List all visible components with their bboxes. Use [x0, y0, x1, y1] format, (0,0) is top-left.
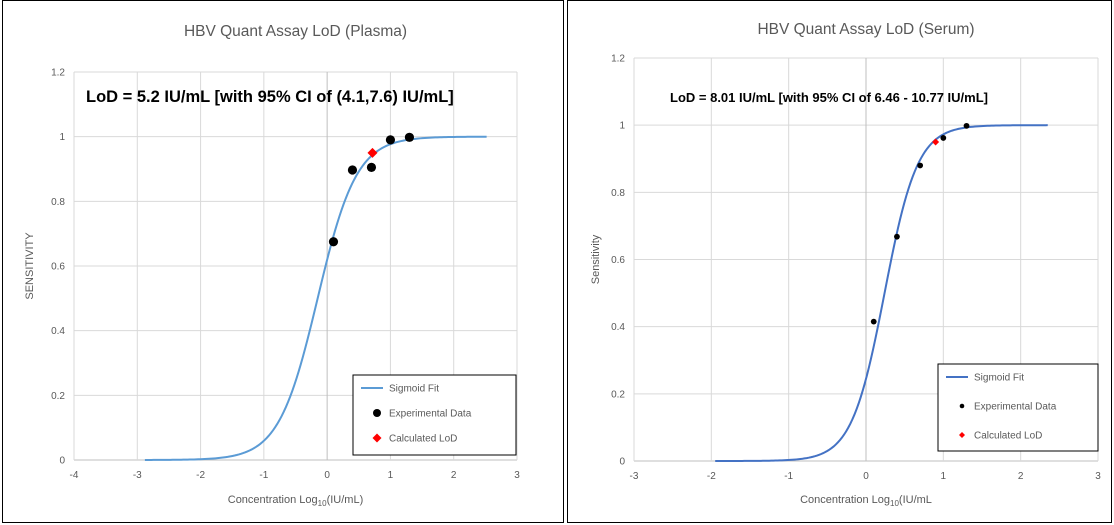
- y-tick-label: 0.6: [51, 262, 65, 273]
- experimental-data-point: [894, 233, 900, 240]
- x-tick-label: 2: [1018, 471, 1024, 482]
- x-axis-label-subscript: 10: [890, 499, 899, 508]
- y-tick-label: 0.2: [51, 391, 65, 402]
- y-axis-label: Sensitivity: [590, 234, 602, 284]
- legend-label: Experimental Data: [389, 409, 472, 420]
- y-tick-label: 1: [619, 121, 625, 132]
- chart-serum: HBV Quant Assay LoD (Serum) 0 0.2 0.4 0.6 0.8…: [590, 21, 1101, 508]
- experimental-data-point: [328, 237, 339, 247]
- y-tick-label: 0.6: [611, 255, 625, 266]
- y-tick-label: 0.8: [51, 197, 65, 208]
- x-tick-label: 2: [451, 470, 457, 481]
- experimental-data-point: [940, 135, 947, 141]
- y-tick-label: 0: [619, 457, 625, 468]
- experimental-data-point: [917, 162, 924, 169]
- lod-annotation: LoD = 8.01 IU/mL [with 95% CI of 6.46 - …: [670, 90, 988, 105]
- experimental-data-point: [347, 165, 358, 175]
- x-axis-label-main: Concentration Log: [228, 494, 318, 506]
- legend-label: Calculated LoD: [974, 431, 1042, 442]
- x-tick-label: 0: [863, 471, 869, 482]
- y-axis-label: SENSITIVITY: [24, 232, 36, 300]
- legend-label: Sigmoid Fit: [389, 384, 439, 395]
- x-axis-label-main: Concentration Log: [800, 494, 890, 506]
- y-tick-label: 0: [59, 456, 65, 467]
- x-tick-label: -1: [259, 470, 268, 481]
- experimental-data-point: [385, 135, 396, 145]
- x-axis-label: Concentration Log10(IU/mL): [228, 494, 363, 508]
- y-tick-label: 1: [59, 132, 65, 143]
- x-tick-label: -1: [784, 471, 793, 482]
- x-axis-label-subscript: 10: [318, 499, 327, 508]
- chart-title: HBV Quant Assay LoD (Serum): [757, 21, 974, 38]
- x-axis-label-suffix: (IU/mL): [327, 494, 364, 506]
- y-tick-label: 1.2: [611, 54, 625, 65]
- legend-lod-swatch: [372, 433, 382, 443]
- legend-box: [937, 363, 1099, 452]
- legend-experimental-swatch: [959, 403, 965, 409]
- x-axis-label: Concentration Log10(IU/mL: [800, 494, 932, 508]
- x-tick-label: -3: [133, 470, 142, 481]
- y-tick-label: 0.4: [51, 326, 65, 337]
- chart-title: HBV Quant Assay LoD (Plasma): [184, 23, 407, 40]
- x-tick-label: 1: [388, 470, 394, 481]
- x-tick-label: 3: [514, 470, 520, 481]
- x-axis-label-suffix: (IU/mL: [899, 494, 932, 506]
- x-tick-label: 3: [1095, 471, 1101, 482]
- calculated-lod-point: [932, 138, 940, 146]
- sigmoid-fit-line: [144, 135, 487, 461]
- legend-label: Experimental Data: [974, 402, 1057, 413]
- legend-experimental-swatch: [373, 409, 381, 417]
- experimental-data-point: [404, 132, 415, 142]
- lod-annotation: LoD = 5.2 IU/mL [with 95% CI of (4.1,7.6…: [86, 88, 454, 106]
- y-tick-label: 0.4: [611, 322, 625, 333]
- experimental-data-point: [963, 122, 970, 129]
- x-tick-label: -3: [630, 471, 639, 482]
- legend-lod-swatch: [959, 432, 965, 438]
- y-tick-label: 0.2: [611, 389, 625, 400]
- y-tick-label: 1.2: [51, 68, 65, 79]
- y-tick-label: 0.8: [611, 188, 625, 199]
- legend-label: Calculated LoD: [389, 434, 457, 445]
- calculated-lod-point: [367, 147, 378, 158]
- chart-plasma: HBV Quant Assay LoD (Plasma) 0 0.2 0.4 0.6 0.…: [24, 23, 520, 508]
- x-tick-label: -4: [70, 470, 79, 481]
- chart-panel-serum: HBV Quant Assay LoD (Serum) 0 0.2 0.4 0.6 0.8…: [567, 0, 1112, 523]
- experimental-data-point: [870, 318, 877, 325]
- x-tick-label: -2: [196, 470, 205, 481]
- sigmoid-fit-line: [715, 124, 1048, 462]
- experimental-data-point: [366, 162, 377, 172]
- legend-label: Sigmoid Fit: [974, 373, 1024, 384]
- x-tick-label: 1: [941, 471, 947, 482]
- x-tick-label: 0: [324, 470, 330, 481]
- x-tick-label: -2: [707, 471, 716, 482]
- chart-panel-plasma: HBV Quant Assay LoD (Plasma) 0 0.2 0.4 0.6 0.…: [2, 0, 564, 523]
